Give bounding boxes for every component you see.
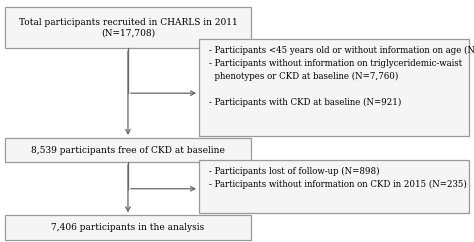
- Text: Total participants recruited in CHARLS in 2011
(N=17,708): Total participants recruited in CHARLS i…: [18, 18, 237, 38]
- Text: - Participants <45 years old or without information on age (N=488)
- Participant: - Participants <45 years old or without …: [209, 46, 474, 107]
- FancyBboxPatch shape: [5, 138, 251, 162]
- FancyBboxPatch shape: [5, 215, 251, 240]
- FancyBboxPatch shape: [5, 7, 251, 48]
- Text: 8,539 participants free of CKD at baseline: 8,539 participants free of CKD at baseli…: [31, 145, 225, 155]
- FancyBboxPatch shape: [199, 160, 469, 213]
- Text: - Participants lost of follow-up (N=898)
- Participants without information on C: - Participants lost of follow-up (N=898)…: [209, 167, 466, 189]
- Text: 7,406 participants in the analysis: 7,406 participants in the analysis: [51, 223, 205, 232]
- FancyBboxPatch shape: [199, 39, 469, 136]
